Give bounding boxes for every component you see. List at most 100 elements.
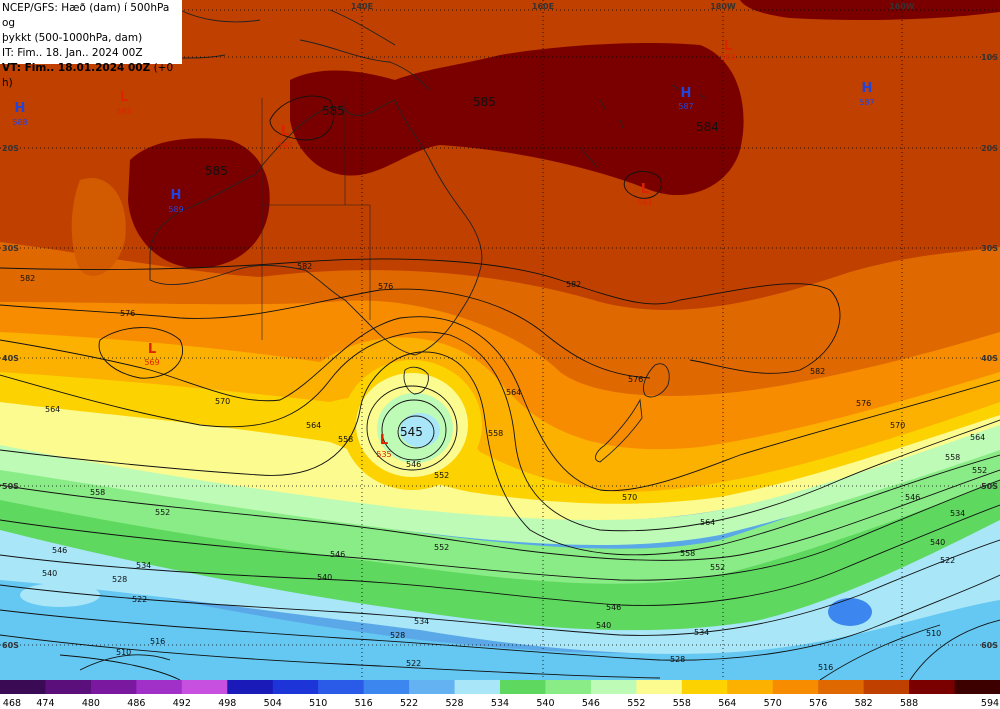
cold-patch-east <box>828 598 872 626</box>
contour-north-1 <box>269 95 335 141</box>
contour-label: 552 <box>972 466 987 475</box>
legend-value-label: 540 <box>536 698 554 709</box>
australia-coast <box>149 99 483 356</box>
lat-label: 30S <box>981 244 998 253</box>
contour-label: 516 <box>150 637 165 646</box>
contour-label: 552 <box>434 471 449 480</box>
legend-labels: 468 474 480 486 492 498 504 510 516 522 528 534 540 5… <box>3 698 999 709</box>
low-center-letter: L <box>281 124 289 139</box>
contour-label: 552 <box>155 508 170 517</box>
contour-516 <box>59 624 941 680</box>
contour-582 <box>0 258 841 374</box>
contour-522 <box>0 634 661 679</box>
low-center-letter: L <box>380 433 388 448</box>
band-588-top <box>740 0 1000 20</box>
lat-labels-right: 10S 20S 30S 40S 50S 60S <box>981 53 998 650</box>
legend-swatch <box>909 680 956 694</box>
legend-swatch <box>590 680 637 694</box>
high-center-letter: H <box>862 81 873 96</box>
contour-label: 522 <box>940 556 955 565</box>
lon-label: 160W <box>889 2 915 11</box>
legend-swatch <box>954 680 1000 694</box>
legend-value-label: 498 <box>218 698 236 709</box>
contour-label: 522 <box>132 595 147 604</box>
legend-value-label: 510 <box>309 698 327 709</box>
contour-label: 528 <box>390 631 405 640</box>
legend-swatch <box>136 680 183 694</box>
low-center-value: 583 <box>116 107 131 116</box>
state-borders <box>261 98 371 340</box>
info-title: NCEP/GFS: Hæð (dam) í 500hPa og <box>2 2 170 29</box>
contour-label: 534 <box>950 509 965 518</box>
band-570 <box>0 298 1000 450</box>
lat-label: 30S <box>2 244 19 253</box>
high-center-value: 587 <box>859 98 874 107</box>
band-576-nw <box>71 178 126 276</box>
contour-510 <box>79 619 1000 680</box>
contour-label: 510 <box>926 629 941 638</box>
contour-label: 582 <box>20 274 35 283</box>
high-center-value: 587 <box>678 102 693 111</box>
high-center-letter: H <box>15 101 26 116</box>
contour-label: 564 <box>306 421 321 430</box>
contour-label: 546 <box>406 460 421 469</box>
contour-label: 570 <box>215 397 230 406</box>
contour-label: 540 <box>930 538 945 547</box>
contour-label: 558 <box>338 435 353 444</box>
legend-value-label: 570 <box>764 698 782 709</box>
legend-value-label: 516 <box>355 698 373 709</box>
info-init-time: IT: Fim.. 18. Jan.. 2024 00Z <box>2 47 143 59</box>
contour-label: 552 <box>434 543 449 552</box>
contour-label: 546 <box>606 603 621 612</box>
vanuatu-coast <box>599 99 625 131</box>
lat-label: 40S <box>981 354 998 363</box>
low-center-letter: L <box>120 90 128 105</box>
low-center-value: 569 <box>144 358 159 367</box>
height-labels: 585 585 585 584 545 <box>205 95 719 439</box>
contour-west-low <box>98 327 183 379</box>
band-522 <box>0 520 1000 680</box>
map-canvas: 582 582 582 582 576 576 576 576 570 570 … <box>0 0 1000 680</box>
contour-label: 510 <box>116 648 131 657</box>
lon-labels: 140E 160E 180W 160W <box>351 2 915 11</box>
new-zealand-south <box>594 398 643 463</box>
contour-546 <box>0 479 1000 581</box>
legend-value-label: 504 <box>264 698 282 709</box>
legend-swatch <box>772 680 819 694</box>
band-576 <box>0 240 1000 396</box>
lat-label: 60S <box>981 641 998 650</box>
band-546 <box>0 420 1000 546</box>
contour-label: 570 <box>890 421 905 430</box>
height-label: 584 <box>696 120 719 134</box>
legend-value-label: 552 <box>627 698 645 709</box>
cold-patch-west <box>20 583 100 607</box>
legend-value-label: 486 <box>127 698 145 709</box>
band-540 <box>0 440 1000 584</box>
band-558 <box>0 370 1000 504</box>
contour-label: 516 <box>818 663 833 672</box>
legend-swatch <box>454 680 501 694</box>
legend-value-label: 594 <box>981 698 999 709</box>
contour-label: 546 <box>330 550 345 559</box>
contour-label: 570 <box>622 493 637 502</box>
contour-label: 558 <box>488 429 503 438</box>
contour-552 <box>0 469 1000 561</box>
contour-label: 540 <box>42 569 57 578</box>
low-center-value: 535 <box>376 450 391 459</box>
legend-value-label: 522 <box>400 698 418 709</box>
new-zealand-north <box>643 363 670 398</box>
low-contour-1 <box>366 385 458 471</box>
height-label: 585 <box>473 95 496 109</box>
contour-label: 546 <box>52 546 67 555</box>
fiji-coast <box>671 84 706 99</box>
new-caledonia-coast <box>581 149 599 169</box>
lat-label: 20S <box>981 144 998 153</box>
lat-label: 60S <box>2 641 19 650</box>
contour-label: 576 <box>628 375 643 384</box>
low-contour-3 <box>397 415 435 449</box>
contour-534 <box>0 539 1000 636</box>
legend-value-label: 480 <box>82 698 100 709</box>
lat-label: 20S <box>2 144 19 153</box>
contour-576 <box>0 288 651 379</box>
low-center-letter: L <box>724 39 732 54</box>
